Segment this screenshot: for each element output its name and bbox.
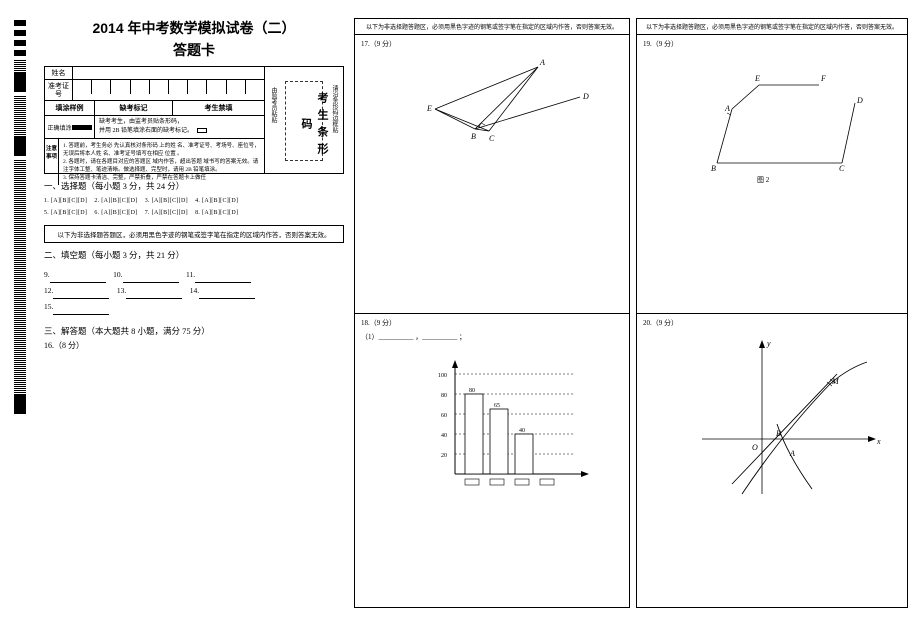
- barcode-box: 考生条形码: [285, 81, 323, 161]
- q19-figure: A B C D E F: [677, 53, 887, 183]
- svg-text:A: A: [539, 58, 545, 67]
- example-header: 填涂样例: [45, 101, 95, 115]
- filled-bubble-icon: [72, 125, 92, 130]
- q17-figure: A B C D E: [405, 53, 605, 153]
- q20-figure: x y O M A B: [692, 334, 892, 504]
- q17-area[interactable]: A B C D E: [355, 53, 629, 313]
- svg-text:20: 20: [441, 453, 447, 459]
- svg-text:A: A: [789, 449, 795, 458]
- main-title: 2014 年中考数学模拟试卷（二）: [44, 18, 344, 38]
- name-field[interactable]: [73, 67, 264, 79]
- q20-area[interactable]: 20.（9 分） x y O M A B: [637, 313, 907, 591]
- hollow-bubble-icon: [197, 128, 207, 133]
- svg-text:D: D: [582, 92, 589, 101]
- headers-row: 填涂样例 缺考标记 考生禁填: [45, 101, 264, 116]
- svg-text:D: D: [856, 96, 863, 105]
- q18-sub: （1）__________ ，__________ ；: [361, 332, 623, 342]
- svg-text:M: M: [831, 377, 840, 386]
- info-left: 姓名 准考证号 填涂样例 缺考标记 考生禁填 正确填涂 缺考考生，由监考员贴条形…: [45, 67, 265, 173]
- example-row: 正确填涂 缺考考生，由监考员贴条形码，并用 2B 铅笔填涂右面的缺考标记。: [45, 116, 264, 139]
- mark-header: 缺考标记: [95, 101, 173, 115]
- ticket-row: 准考证号: [45, 80, 264, 101]
- svg-text:B: B: [776, 429, 781, 438]
- svg-text:B: B: [711, 164, 716, 173]
- barcode-right-text: 请沿条形码边框贴: [330, 85, 339, 133]
- notes-text: 1. 答题前，考生务必 先认真核对条形码 上的姓 名、准考证号、考场号、座位号，…: [59, 139, 264, 185]
- svg-text:A: A: [724, 104, 730, 113]
- q18-area[interactable]: 18.（9 分） （1）__________ ，__________ ； 20 …: [355, 313, 629, 591]
- svg-text:100: 100: [438, 373, 447, 379]
- q19-header: 19.（9 分）: [637, 35, 907, 53]
- q18-header: 18.（9 分）: [361, 318, 623, 328]
- notes-row: 注意事项 1. 答题前，考生务必 先认真核对条形码 上的姓 名、准考证号、考场号…: [45, 139, 264, 185]
- ticket-cells[interactable]: [73, 80, 264, 100]
- student-info-box: 姓名 准考证号 填涂样例 缺考标记 考生禁填 正确填涂 缺考考生，由监考员贴条形…: [44, 66, 344, 174]
- svg-text:40: 40: [441, 433, 447, 439]
- svg-text:E: E: [426, 104, 432, 113]
- q20-header: 20.（9 分）: [643, 318, 901, 328]
- q19-figlabel: 图 2: [757, 175, 769, 185]
- svg-text:65: 65: [494, 403, 500, 409]
- alignment-marks: [14, 20, 26, 610]
- warn-box-2: 以下为非选择题答题区，必须用黑色字迹的钢笔或签字笔在指定的区域内作答，否则答案无…: [355, 19, 629, 35]
- column-2: 以下为非选择题答题区，必须用黑色字迹的钢笔或签字笔在指定的区域内作答，否则答案无…: [354, 18, 630, 608]
- svg-text:80: 80: [441, 393, 447, 399]
- choice-row-2[interactable]: 5. [A][B][C][D] 6. [A][B][C][D] 7. [A][B…: [44, 207, 344, 219]
- choice-row-1[interactable]: 1. [A][B][C][D] 2. [A][B][C][D] 3. [A][B…: [44, 195, 344, 207]
- svg-text:O: O: [752, 443, 758, 452]
- ban-header: 考生禁填: [173, 101, 264, 115]
- name-row: 姓名: [45, 67, 264, 80]
- q19-area[interactable]: A B C D E F 图 2: [637, 53, 907, 313]
- q17-header: 17.（9 分）: [355, 35, 629, 53]
- page: 2014 年中考数学模拟试卷（二） 答题卡 姓名 准考证号 填涂样例 缺考标记 …: [0, 0, 920, 629]
- subtitle: 答题卡: [44, 40, 344, 60]
- notes-label: 注意事项: [45, 139, 59, 185]
- svg-text:B: B: [471, 132, 476, 141]
- column-3: 以下为非选择题答题区，必须用黑色字迹的钢笔或签字笔在指定的区域内作答，否则答案无…: [636, 18, 908, 608]
- svg-text:E: E: [754, 74, 760, 83]
- barcode-left-text: 由监考员粘贴: [269, 87, 278, 123]
- correct-label: 正确填涂: [45, 116, 95, 138]
- svg-text:x: x: [876, 437, 881, 446]
- svg-text:60: 60: [441, 413, 447, 419]
- blanks-area[interactable]: 9. 10. 11. 12. 13. 14. 15.: [44, 267, 344, 315]
- svg-text:80: 80: [469, 388, 475, 394]
- ticket-label: 准考证号: [45, 80, 73, 100]
- warn-box-3: 以下为非选择题答题区，必须用黑色字迹的钢笔或签字笔在指定的区域内作答，否则答案无…: [637, 19, 907, 35]
- svg-text:y: y: [766, 339, 771, 348]
- svg-text:C: C: [839, 164, 845, 173]
- warn-box-1: 以下为非选择题答题区，必须用黑色字迹的钢笔或签字笔在指定的区域内作答，否则答案无…: [44, 225, 344, 243]
- barcode-area: 由监考员粘贴 考生条形码 请沿条形码边框贴: [265, 67, 343, 173]
- section3-title: 三、解答题（本大题共 8 小题，满分 75 分）: [44, 325, 344, 337]
- column-1: 2014 年中考数学模拟试卷（二） 答题卡 姓名 准考证号 填涂样例 缺考标记 …: [44, 18, 344, 608]
- svg-text:F: F: [820, 74, 826, 83]
- q18-chart: 20 40 60 80 100 80 65 40: [425, 354, 605, 494]
- barcode-label: 考生条形码: [298, 92, 330, 160]
- name-label: 姓名: [45, 67, 73, 79]
- svg-text:C: C: [489, 134, 495, 143]
- q16-header: 16.（8 分）: [44, 340, 344, 351]
- section2-title: 二、填空题（每小题 3 分，共 21 分）: [44, 249, 344, 261]
- svg-text:40: 40: [519, 428, 525, 434]
- mark-text: 缺考考生，由监考员贴条形码，并用 2B 铅笔填涂右面的缺考标记。: [95, 116, 264, 138]
